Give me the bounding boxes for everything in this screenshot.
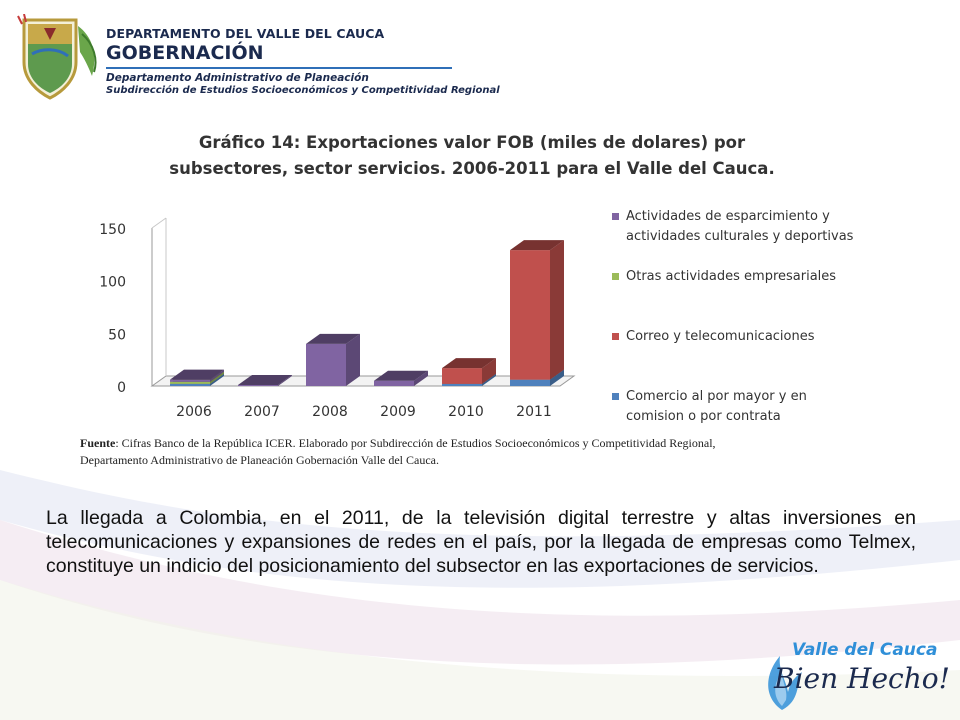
bar-2006-series-3 (170, 369, 224, 382)
suboffice-name: Subdirección de Estudios Socioeconómicos… (106, 85, 500, 96)
source-text-line-2: Departamento Administrativo de Planeació… (80, 453, 439, 467)
legend-label-0-line-1: actividades culturales y deportivas (626, 229, 854, 244)
chart-title-line-1: Gráfico 14: Exportaciones valor FOB (mil… (198, 133, 746, 152)
source-label: Fuente (80, 436, 116, 450)
chart-title: Gráfico 14: Exportaciones valor FOB (mil… (74, 130, 870, 182)
government-title: GOBERNACIÓN (106, 42, 264, 64)
office-name: Departamento Administrativo de Planeació… (106, 72, 369, 84)
x-tick-label-2007: 2007 (244, 404, 280, 420)
bar-2008-series-3 (306, 333, 360, 386)
x-tick-label-2011: 2011 (516, 404, 552, 420)
brand-logo: Valle del Cauca Bien Hecho! (752, 636, 952, 716)
logo-line-2: Bien Hecho! (774, 662, 950, 695)
y-axis-depth-line (151, 217, 167, 229)
legend-swatch-0 (612, 213, 619, 220)
bar-2007-series-3 (238, 374, 292, 386)
bar-2009-series-3 (374, 370, 428, 386)
legend-swatch-1 (612, 273, 619, 280)
legend-label-2-line-0: Correo y telecomunicaciones (626, 329, 815, 344)
header: DEPARTAMENTO DEL VALLE DEL CAUCA GOBERNA… (14, 14, 500, 106)
x-tick-label-2009: 2009 (380, 404, 416, 420)
legend-label-0-line-0: Actividades de esparcimiento y (626, 209, 830, 224)
legend-label-3-line-0: Comercio al por mayor y en (626, 389, 807, 404)
body-paragraph: La llegada a Colombia, en el 2011, de la… (46, 507, 916, 577)
x-tick-label-2006: 2006 (176, 404, 212, 420)
header-divider (106, 67, 452, 69)
x-tick-label-2010: 2010 (448, 404, 484, 420)
y-tick-label-3: 150 (99, 222, 126, 238)
y-tick-label-1: 50 (108, 327, 126, 343)
legend-label-3-line-1: comision o por contrata (626, 409, 781, 424)
bar-2011-series-1 (510, 240, 564, 380)
y-tick-label-2: 100 (99, 275, 126, 291)
source-text-line-1: : Cifras Banco de la República ICER. Ela… (115, 436, 716, 450)
chart-plot: 0 50 100 150 2006 2007 2008 2009 2010 2011 Activid… (99, 209, 854, 424)
flame-icon (768, 656, 802, 710)
bar-2010-series-1 (442, 358, 496, 384)
department-name: DEPARTAMENTO DEL VALLE DEL CAUCA (106, 26, 385, 41)
coat-of-arms-icon (17, 14, 97, 100)
legend-swatch-3 (612, 393, 619, 400)
y-tick-label-0: 0 (117, 380, 126, 396)
legend-swatch-2 (612, 333, 619, 340)
logo-line-1: Valle del Cauca (792, 640, 938, 660)
chart-panel: Gráfico 14: Exportaciones valor FOB (mil… (74, 122, 870, 474)
x-tick-label-2008: 2008 (312, 404, 348, 420)
legend-label-1-line-0: Otras actividades empresariales (626, 269, 836, 284)
chart-title-line-2: subsectores, sector servicios. 2006-2011… (169, 159, 775, 178)
chart-source: Fuente: Cifras Banco de la República ICE… (80, 435, 716, 469)
